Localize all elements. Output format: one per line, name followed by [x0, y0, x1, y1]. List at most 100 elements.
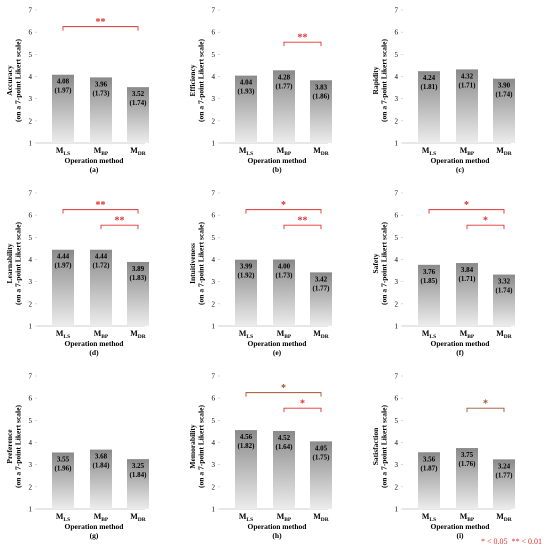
bar: [493, 459, 515, 509]
chart-panel-f: 1 2 3 4 5 6 7 Safety(on a 7-point Likert scale)…: [371, 190, 515, 357]
y-tick-label: 4: [29, 256, 33, 264]
bar-value-label: 3.25: [132, 462, 145, 470]
x-tick-label: MDR: [496, 512, 513, 523]
y-axis-label: Efficiency(on a 7-point Likert scale): [188, 39, 206, 122]
bar: [52, 452, 74, 509]
bar: [273, 430, 295, 509]
bar: [456, 263, 478, 326]
bar-sd-label: (1.73): [93, 89, 111, 97]
x-tick-label: MLS: [56, 146, 70, 157]
y-tick-label: 7: [395, 373, 399, 381]
y-tick-label: 5: [29, 417, 33, 425]
y-axis-label: Intuitiveness(on a 7-point Likert scale): [188, 222, 206, 305]
bar-sd-label: (1.77): [276, 82, 294, 90]
x-tick-label: MBP: [94, 329, 109, 340]
bar-sd-label: (1.93): [238, 88, 256, 96]
bar-value-label: 3.89: [132, 265, 145, 273]
y-tick-label: 1: [29, 323, 33, 331]
x-axis-title: Operation method: [431, 156, 491, 165]
bar-value-label: 4.56: [240, 433, 253, 441]
x-tick-label: MBP: [460, 329, 475, 340]
y-tick-label: 1: [212, 140, 216, 148]
y-tick-label: 5: [212, 234, 216, 242]
y-tick-label: 7: [29, 7, 33, 15]
x-tick-label: MBP: [94, 512, 109, 523]
bar-value-label: 3.32: [498, 278, 511, 286]
y-tick-label: 3: [212, 95, 216, 103]
bar-value-label: 4.05: [315, 444, 328, 452]
bar-sd-label: (1.74): [130, 99, 148, 107]
significance-bracket: [283, 224, 322, 230]
bar-sd-label: (1.83): [130, 274, 148, 282]
y-tick-label: 7: [212, 7, 216, 15]
y-tick-label: 3: [29, 278, 33, 286]
y-tick-label: 1: [395, 506, 399, 514]
y-tick-label: 6: [212, 212, 216, 220]
y-tick-label: 1: [395, 140, 399, 148]
x-axis-title: Operation method: [431, 339, 491, 348]
significance-label: **: [96, 17, 106, 28]
y-tick-label: 3: [395, 461, 399, 469]
bar: [418, 71, 440, 143]
bar-sd-label: (1.92): [238, 272, 256, 280]
significance-label: *: [483, 216, 488, 227]
bar: [273, 259, 295, 326]
y-tick-label: 5: [212, 417, 216, 425]
bar-sd-label: (1.73): [276, 272, 294, 280]
bar-value-label: 4.04: [240, 79, 253, 87]
bar: [235, 75, 257, 143]
y-tick-label: 7: [29, 190, 33, 198]
y-tick-label: 6: [212, 29, 216, 37]
bar-sd-label: (1.84): [93, 462, 111, 470]
bar-value-label: 3.52: [132, 90, 145, 98]
y-tick-label: 2: [395, 117, 399, 125]
bar-sd-label: (1.77): [313, 284, 331, 292]
x-tick-label: MLS: [422, 329, 436, 340]
bar-value-label: 3.56: [423, 455, 436, 463]
bar: [493, 78, 515, 143]
panel-label: (e): [273, 348, 282, 357]
bar-sd-label: (1.74): [496, 91, 514, 99]
bar: [235, 430, 257, 509]
bar-sd-label: (1.76): [459, 460, 477, 468]
significance-label: **: [115, 216, 125, 227]
x-tick-label: MBP: [277, 146, 292, 157]
y-tick-label: 1: [212, 506, 216, 514]
bar-value-label: 3.55: [57, 455, 70, 463]
x-tick-label: MLS: [56, 512, 70, 523]
y-tick-label: 2: [212, 483, 216, 491]
y-tick-label: 6: [29, 29, 33, 37]
bar-value-label: 3.83: [315, 83, 328, 91]
y-tick-label: 2: [29, 300, 33, 308]
panel-label: (i): [456, 531, 464, 540]
significance-footnote: * < 0.05 ** < 0.01: [479, 537, 542, 546]
bar-sd-label: (1.82): [238, 442, 256, 450]
y-tick-label: 3: [212, 278, 216, 286]
x-tick-label: MBP: [277, 512, 292, 523]
y-tick-label: 4: [395, 256, 399, 264]
y-tick-label: 4: [212, 256, 216, 264]
bar-sd-label: (1.96): [55, 464, 73, 472]
x-tick-label: MLS: [239, 512, 253, 523]
chart-panel-h: 1 2 3 4 5 6 7 Memorability(on a 7-point Likert …: [188, 373, 332, 540]
chart-panel-a: 1 2 3 4 5 6 7 Accuracy(on a 7-point Likert scal…: [5, 7, 149, 174]
y-tick-label: 3: [212, 461, 216, 469]
y-tick-label: 1: [29, 506, 33, 514]
chart-panel-c: 1 2 3 4 5 6 7 Rapidity(on a 7-point Likert scal…: [371, 7, 515, 174]
significance-label: *: [281, 200, 286, 211]
x-tick-label: MDR: [496, 146, 513, 157]
bar-value-label: 4.44: [57, 253, 70, 261]
significance-bracket: [466, 407, 505, 413]
y-tick-label: 7: [29, 373, 33, 381]
x-axis-title: Operation method: [431, 522, 491, 531]
x-tick-label: MDR: [313, 146, 330, 157]
bar-value-label: 3.68: [95, 453, 108, 461]
y-tick-label: 2: [395, 300, 399, 308]
y-tick-label: 4: [212, 439, 216, 447]
significance-bracket: [466, 224, 505, 230]
bar-value-label: 4.52: [278, 434, 291, 442]
bar-value-label: 4.32: [461, 72, 474, 80]
x-tick-label: MLS: [56, 329, 70, 340]
bar: [310, 441, 332, 509]
